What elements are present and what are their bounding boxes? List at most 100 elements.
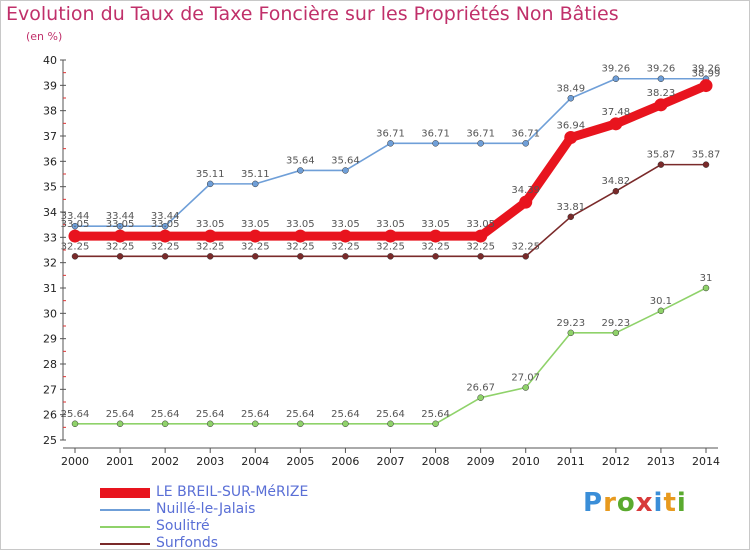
legend-label: Soulitré xyxy=(156,518,210,534)
data-point xyxy=(612,75,620,82)
data-label: 32.25 xyxy=(511,241,540,252)
x-tick-label: 2007 xyxy=(377,455,405,468)
data-point xyxy=(657,307,665,315)
y-tick-label: 33 xyxy=(43,231,57,244)
x-tick-label: 2006 xyxy=(331,455,359,468)
data-point xyxy=(609,117,623,131)
data-point xyxy=(702,284,710,292)
y-tick-label: 26 xyxy=(43,409,57,422)
data-label: 25.64 xyxy=(61,409,90,420)
data-label: 32.25 xyxy=(376,241,405,252)
y-tick-label: 32 xyxy=(43,257,57,270)
data-label: 36.71 xyxy=(466,128,495,139)
data-point xyxy=(522,140,529,147)
data-point xyxy=(612,329,620,337)
data-point xyxy=(252,253,259,260)
unit-label: (en %) xyxy=(26,30,63,43)
data-point xyxy=(477,140,484,147)
y-tick-label: 29 xyxy=(43,333,57,346)
data-point xyxy=(699,79,713,93)
data-point xyxy=(297,420,304,428)
data-point xyxy=(432,253,439,260)
data-point xyxy=(293,229,307,243)
y-tick-label: 30 xyxy=(43,307,57,320)
data-point xyxy=(657,161,665,168)
x-tick-label: 2009 xyxy=(467,455,495,468)
data-label: 36.71 xyxy=(511,128,540,139)
data-point xyxy=(474,229,488,243)
data-point xyxy=(206,180,214,188)
data-point xyxy=(161,420,169,428)
data-label: 36.94 xyxy=(556,121,585,132)
x-tick-label: 2012 xyxy=(602,455,630,468)
data-label: 25.64 xyxy=(196,409,225,420)
data-label: 35.64 xyxy=(286,155,315,166)
data-label: 38.49 xyxy=(556,83,585,94)
data-point xyxy=(519,195,533,209)
data-label: 32.25 xyxy=(106,241,135,252)
data-label: 35.87 xyxy=(692,150,721,161)
data-point xyxy=(522,384,529,391)
data-point xyxy=(71,222,79,230)
data-label: 38.23 xyxy=(647,88,676,99)
data-label: 32.25 xyxy=(421,241,450,252)
data-label: 31 xyxy=(700,273,713,284)
y-tick-label: 36 xyxy=(43,155,57,168)
data-point xyxy=(657,75,665,82)
data-point xyxy=(161,253,169,260)
data-label: 30.1 xyxy=(650,296,672,307)
data-point xyxy=(567,95,575,102)
data-point xyxy=(206,253,214,260)
y-tick-label: 34 xyxy=(43,206,57,219)
data-label: 33.05 xyxy=(106,219,135,230)
data-label: 26.67 xyxy=(466,383,495,394)
data-point xyxy=(342,420,349,428)
data-label: 29.23 xyxy=(602,318,631,329)
data-point xyxy=(477,394,484,401)
data-label: 32.25 xyxy=(151,241,180,252)
legend-label: Nuillé-le-Jalais xyxy=(156,501,256,517)
chart-title: Evolution du Taux de Taxe Foncière sur l… xyxy=(6,3,619,25)
data-point xyxy=(387,140,394,147)
data-point xyxy=(113,229,127,243)
x-tick-label: 2004 xyxy=(241,455,269,468)
x-tick-label: 2005 xyxy=(286,455,314,468)
data-label: 36.71 xyxy=(421,128,450,139)
y-tick-label: 31 xyxy=(43,282,57,295)
data-label: 32.25 xyxy=(241,241,270,252)
data-point xyxy=(522,253,529,260)
data-label: 32.25 xyxy=(286,241,315,252)
x-tick-label: 2002 xyxy=(151,455,179,468)
data-label: 33.05 xyxy=(286,219,315,230)
data-label: 33.44 xyxy=(61,211,90,222)
x-tick-label: 2003 xyxy=(196,455,224,468)
data-label: 33.05 xyxy=(61,219,90,230)
data-label: 33.81 xyxy=(556,202,585,213)
data-label: 32.25 xyxy=(466,241,495,252)
data-label: 34.39 xyxy=(511,185,540,196)
logo-letter: i xyxy=(653,488,664,518)
data-label: 33.44 xyxy=(151,211,180,222)
data-label: 37.48 xyxy=(602,107,631,118)
data-label: 36.71 xyxy=(376,128,405,139)
data-label: 25.64 xyxy=(241,409,270,420)
legend-label: LE BREIL-SUR-MéRIZE xyxy=(156,484,309,500)
legend-label: Surfonds xyxy=(156,535,219,551)
data-point xyxy=(338,229,352,243)
data-label: 25.64 xyxy=(331,409,360,420)
data-label: 25.64 xyxy=(421,409,450,420)
x-tick-label: 2014 xyxy=(692,455,720,468)
data-point xyxy=(654,98,668,112)
data-label: 25.64 xyxy=(151,409,180,420)
y-tick-label: 37 xyxy=(43,130,57,143)
proxiti-logo: Proxiti xyxy=(583,488,687,518)
data-point xyxy=(206,420,214,428)
logo-letter: i xyxy=(676,488,687,518)
data-label: 33.05 xyxy=(241,219,270,230)
data-label: 25.64 xyxy=(376,409,405,420)
data-point xyxy=(564,131,578,145)
data-label: 25.64 xyxy=(106,409,135,420)
logo-letter: P xyxy=(583,488,604,518)
